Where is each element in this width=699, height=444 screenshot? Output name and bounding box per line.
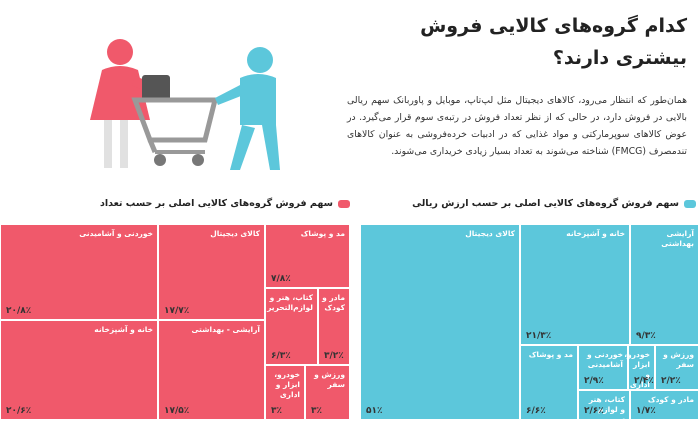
treemap-cell: مادر و کودک ۱/۷٪ xyxy=(630,390,699,420)
value-label: ۳/۲٪ xyxy=(324,351,344,361)
legend-marker xyxy=(338,200,350,208)
treemap-cell: مادر و کودک ۳/۲٪ xyxy=(318,288,350,365)
cell-label: خودرو، ابزار و اداری xyxy=(624,350,650,389)
treemap-cell: خانه و آشپزخانه ۲۰/۶٪ xyxy=(0,320,158,420)
cell-label: ورزش و سفر xyxy=(663,350,694,369)
value-label: ۱۷/۵٪ xyxy=(164,406,190,416)
cell-label: خانه و آشپزخانه xyxy=(94,325,153,334)
cell-label: مد و پوشاک xyxy=(300,229,345,238)
value-label: ۶/۶٪ xyxy=(526,406,546,416)
treemap-cell: خوردنی و آشامیدنی ۲۰/۸٪ xyxy=(0,224,158,320)
value-label: ۲۱/۳٪ xyxy=(526,331,552,341)
treemap-cell: آرایشی - بهداشتی ۱۷/۵٪ xyxy=(158,320,265,420)
cell-label: کالای دیجیتال xyxy=(465,229,515,238)
cell-label: خانه و آشپزخانه xyxy=(566,229,625,238)
cell-label: کالای دیجیتال xyxy=(210,229,260,238)
value-label: ۱/۷٪ xyxy=(636,406,656,416)
treemap-cell: مد و پوشاک ۷/۸٪ xyxy=(265,224,350,288)
chart-title: سهم فروش گروه‌های کالایی اصلی بر حسب تعد… xyxy=(99,198,333,209)
value-label: ۲۰/۶٪ xyxy=(6,406,32,416)
cell-label: خوردنی و آشامیدنی xyxy=(587,350,623,369)
title: کدام گروه‌های کالایی فروش بیشتری دارند؟ xyxy=(420,15,687,69)
treemap-cell: خودرو، ابزار و اداری ۳٪ xyxy=(265,365,305,420)
treemap-cell: مد و پوشاک ۶/۶٪ xyxy=(520,345,578,420)
value-label: ۱۷/۷٪ xyxy=(164,306,190,316)
cell-label: خودرو، ابزار و اداری xyxy=(274,370,300,399)
cell-label: ورزش و سفر xyxy=(314,370,345,389)
description: همان‌طور که انتظار می‌رود، کالاهای دیجیت… xyxy=(347,95,687,157)
treemap-cell: کالای دیجیتال ۵۱٪ xyxy=(360,224,520,420)
value-label: ۲۰/۸٪ xyxy=(6,306,32,316)
cell-label: مادر و کودک xyxy=(322,293,345,312)
cell-label: آرایشی بهداشتی xyxy=(661,229,694,248)
cell-label: آرایشی - بهداشتی xyxy=(191,325,260,334)
treemap-cell: خوردنی و آشامیدنی ۲/۹٪ xyxy=(578,345,628,390)
cell-label: مد و پوشاک xyxy=(528,350,573,359)
value-label: ۳٪ xyxy=(271,406,282,416)
treemap-cell: کتاب، هنر و لوازم تحریر ۲/۶٪ xyxy=(578,390,630,424)
value-label: ۲/۹٪ xyxy=(584,376,604,386)
value-label: ۵۱٪ xyxy=(366,406,383,416)
treemap-cell: ورزش و سفر ۲/۲٪ xyxy=(655,345,699,390)
chart-title: سهم فروش گروه‌های کالایی اصلی بر حسب ارز… xyxy=(412,198,679,209)
value-label: ۲/۴٪ xyxy=(634,376,654,386)
value-label: ۲/۲٪ xyxy=(661,376,681,386)
treemap-cell: خودرو، ابزار و اداری ۲/۴٪ xyxy=(624,345,655,390)
cell-label: مادر و کودک xyxy=(647,395,694,404)
value-label: ۳٪ xyxy=(311,406,322,416)
cell-label: کتاب، هنر و لوازم‌التحریر xyxy=(267,293,313,312)
illustration xyxy=(90,39,280,170)
value-label: ۷/۸٪ xyxy=(271,274,291,284)
treemap-cell: آرایشی بهداشتی ۹/۳٪ xyxy=(630,224,699,345)
treemap-cell: کالای دیجیتال ۱۷/۷٪ xyxy=(158,224,265,320)
treemap-cell: کتاب، هنر و لوازم‌التحریر ۶/۳٪ xyxy=(265,288,318,365)
treemap-cell: ورزش و سفر ۳٪ xyxy=(305,365,350,420)
value-label: ۶/۳٪ xyxy=(271,351,291,361)
value-label: ۹/۳٪ xyxy=(636,331,656,341)
cell-label: کتاب، هنر و لوازم تحریر xyxy=(588,395,625,424)
value-label: ۲/۶٪ xyxy=(584,406,604,416)
legend-marker xyxy=(684,200,696,208)
cell-label: خوردنی و آشامیدنی xyxy=(79,229,153,238)
treemap-cell: خانه و آشپزخانه ۲۱/۳٪ xyxy=(520,224,630,345)
